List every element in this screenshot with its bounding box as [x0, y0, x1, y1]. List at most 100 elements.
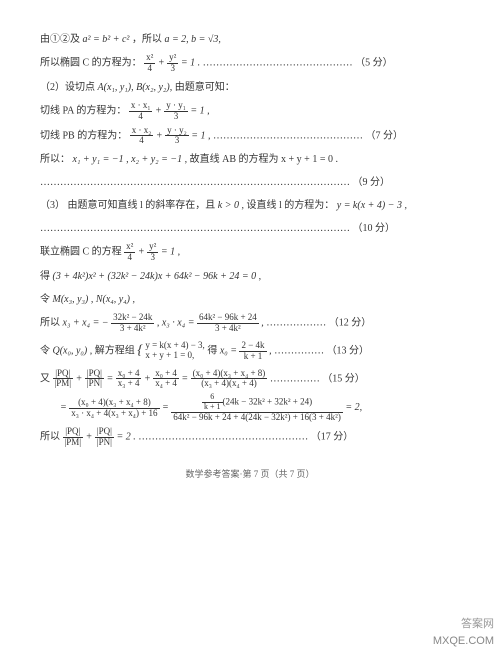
line-14: 令 Q(x₀, y₀) , 解方程组 { y = k(x + 4) − 3, x… [40, 338, 460, 365]
text: 得 [207, 346, 220, 357]
fraction: x₀ + 4x₃ + 4 [116, 369, 142, 390]
text: （3） 由题意可知直线 l 的斜率存在，且 [40, 200, 218, 211]
text: 所以椭圆 C 的方程为： [40, 58, 142, 69]
fraction: |PQ||PM| [53, 369, 74, 390]
page-content: 由①②及 a² = b² + c² ，所以 a = 2, b = √3, 所以椭… [0, 0, 500, 503]
fraction: |PQ||PN| [85, 369, 104, 390]
fraction: x²4 [144, 53, 155, 74]
math: y = k(x + 4) − 3 , [337, 200, 407, 211]
line-17: 所以 |PQ||PM| + |PQ||PN| = 2 . ……………………………… [40, 427, 460, 448]
text: 所以 [40, 318, 63, 329]
math: A(x₁, y₁), B(x₂, y₂), [98, 82, 173, 93]
text: 所以： [40, 154, 70, 165]
math: x₀ = [220, 346, 240, 357]
leader-dots: ………………………………………………………………………………… [40, 223, 350, 234]
text: 故直线 AB 的方程为 x + y + 1 = 0 . [190, 154, 338, 165]
math: , [269, 346, 272, 357]
text: 由题意可知： [175, 82, 235, 93]
math: , [261, 318, 264, 329]
fraction: x · x₂4 [130, 126, 154, 147]
text: 令 [40, 346, 53, 357]
text: 设直线 l 的方程为： [246, 200, 334, 211]
line-4: 切线 PA 的方程为： x · x₁4 + y · y₁3 = 1 , [40, 101, 460, 122]
math: x₃ + x₄ = − [63, 318, 109, 329]
line-2: 所以椭圆 C 的方程为： x²4 + y²3 = 1 . ……………………………… [40, 53, 460, 74]
plus: + [158, 58, 167, 69]
plus: + [144, 373, 153, 384]
line-1: 由①②及 a² = b² + c² ，所以 a = 2, b = √3, [40, 30, 460, 49]
math: a² = b² + c² [83, 34, 130, 45]
score: （9 分） [353, 177, 391, 188]
fraction: x₀ + 4x₄ + 4 [153, 369, 179, 390]
math: M(x₃, y₃) , N(x₄, y₄) , [53, 294, 135, 305]
fraction: x²4 [124, 242, 135, 263]
line-8: （3） 由题意可知直线 l 的斜率存在，且 k > 0 , 设直线 l 的方程为… [40, 196, 460, 215]
text: 又 [40, 373, 53, 384]
text: 得 [40, 271, 53, 282]
watermark-url: MXQE.COM [433, 635, 494, 647]
watermark-text: 答案网 [461, 615, 494, 631]
line-9: ………………………………………………………………………………… （10 分） [40, 219, 460, 238]
score: （5 分） [355, 58, 393, 69]
plus: + [76, 373, 85, 384]
leader-dots: ……………………………………… [213, 130, 363, 141]
score: （17 分） [311, 431, 354, 442]
score: （13 分） [327, 346, 370, 357]
math: (3 + 4k²)x² + (32k² − 24k)x + 64k² − 96k… [53, 271, 262, 282]
text: 解方程组 [95, 346, 138, 357]
system: y = k(x + 4) − 3, x + y + 1 = 0, [145, 341, 204, 361]
fraction: |PQ||PM| [63, 427, 84, 448]
line-5: 切线 PB 的方程为： x · x₂4 + y · y₂3 = 1 , …………… [40, 126, 460, 147]
eq: = 1 , [190, 105, 209, 116]
math: a = 2, b = √3, [164, 34, 220, 45]
fraction: 64k² − 96k + 243 + 4k² [197, 313, 259, 334]
score: （7 分） [366, 130, 404, 141]
math: k > 0 , [218, 200, 244, 211]
text: （2）设切点 [40, 82, 98, 93]
leader-dots: ………………………………………………………………………………… [40, 177, 350, 188]
fraction: 2 − 4kk + 1 [239, 341, 266, 362]
math: , x₃ · x₄ = [157, 318, 197, 329]
text: 联立椭圆 C 的方程 [40, 247, 124, 258]
fraction: x · x₁4 [129, 101, 153, 122]
text: 切线 PA 的方程为： [40, 105, 126, 116]
math: = 2, [345, 402, 362, 413]
line-3: （2）设切点 A(x₁, y₁), B(x₂, y₂), 由题意可知： [40, 78, 460, 97]
plus: + [86, 431, 95, 442]
fraction: 6k + 1(24k − 32k² + 32k² + 24) 64k² − 96… [171, 393, 343, 422]
page-footer: 数学参考答案·第 7 页（共 7 页） [40, 466, 460, 483]
text: 所以 [40, 431, 63, 442]
eq: = [181, 373, 190, 384]
eq: = [106, 373, 115, 384]
eq: = 1 , [191, 130, 210, 141]
fraction: y · y₁3 [164, 101, 188, 122]
eq: = 2 . [116, 431, 135, 442]
line-7: ………………………………………………………………………………… （9 分） [40, 173, 460, 192]
text: ，所以 [132, 34, 165, 45]
fraction: y²3 [147, 242, 158, 263]
score: （15 分） [322, 373, 365, 384]
fraction: |PQ||PN| [95, 427, 114, 448]
plus: + [155, 105, 164, 116]
plus: + [156, 130, 165, 141]
leader-dots: ……………………………………… [203, 58, 353, 69]
line-15: 又 |PQ||PM| + |PQ||PN| = x₀ + 4x₃ + 4 + x… [40, 369, 460, 390]
eq: = 1 . [181, 58, 200, 69]
line-6: 所以： x₁ + y₁ = −1 , x₂ + y₂ = −1 , 故直线 AB… [40, 150, 460, 169]
fraction: y · y₂3 [165, 126, 189, 147]
leader-dots: ……………… [266, 318, 326, 329]
eq: = [60, 402, 69, 413]
line-12: 令 M(x₃, y₃) , N(x₄, y₄) , [40, 290, 460, 309]
score: （10 分） [353, 223, 396, 234]
leader-dots: …………… [270, 373, 320, 384]
text: 切线 PB 的方程为： [40, 130, 127, 141]
math: x₁ + y₁ = −1 , x₂ + y₂ = −1 , [73, 154, 188, 165]
eq: = 1 , [161, 247, 180, 258]
line-16: = (x₀ + 4)(x₃ + x₄ + 8)x₃ · x₄ + 4(x₃ + … [40, 393, 460, 422]
plus: + [138, 247, 147, 258]
line-11: 得 (3 + 4k²)x² + (32k² − 24k)x + 64k² − 9… [40, 267, 460, 286]
math: Q(x₀, y₀) , [53, 346, 93, 357]
fraction: (x₀ + 4)(x₃ + x₄ + 8)x₃ · x₄ + 4(x₃ + x₄… [69, 398, 159, 419]
leader-dots: …………… [274, 346, 324, 357]
leader-dots: …………………………………………… [138, 431, 308, 442]
